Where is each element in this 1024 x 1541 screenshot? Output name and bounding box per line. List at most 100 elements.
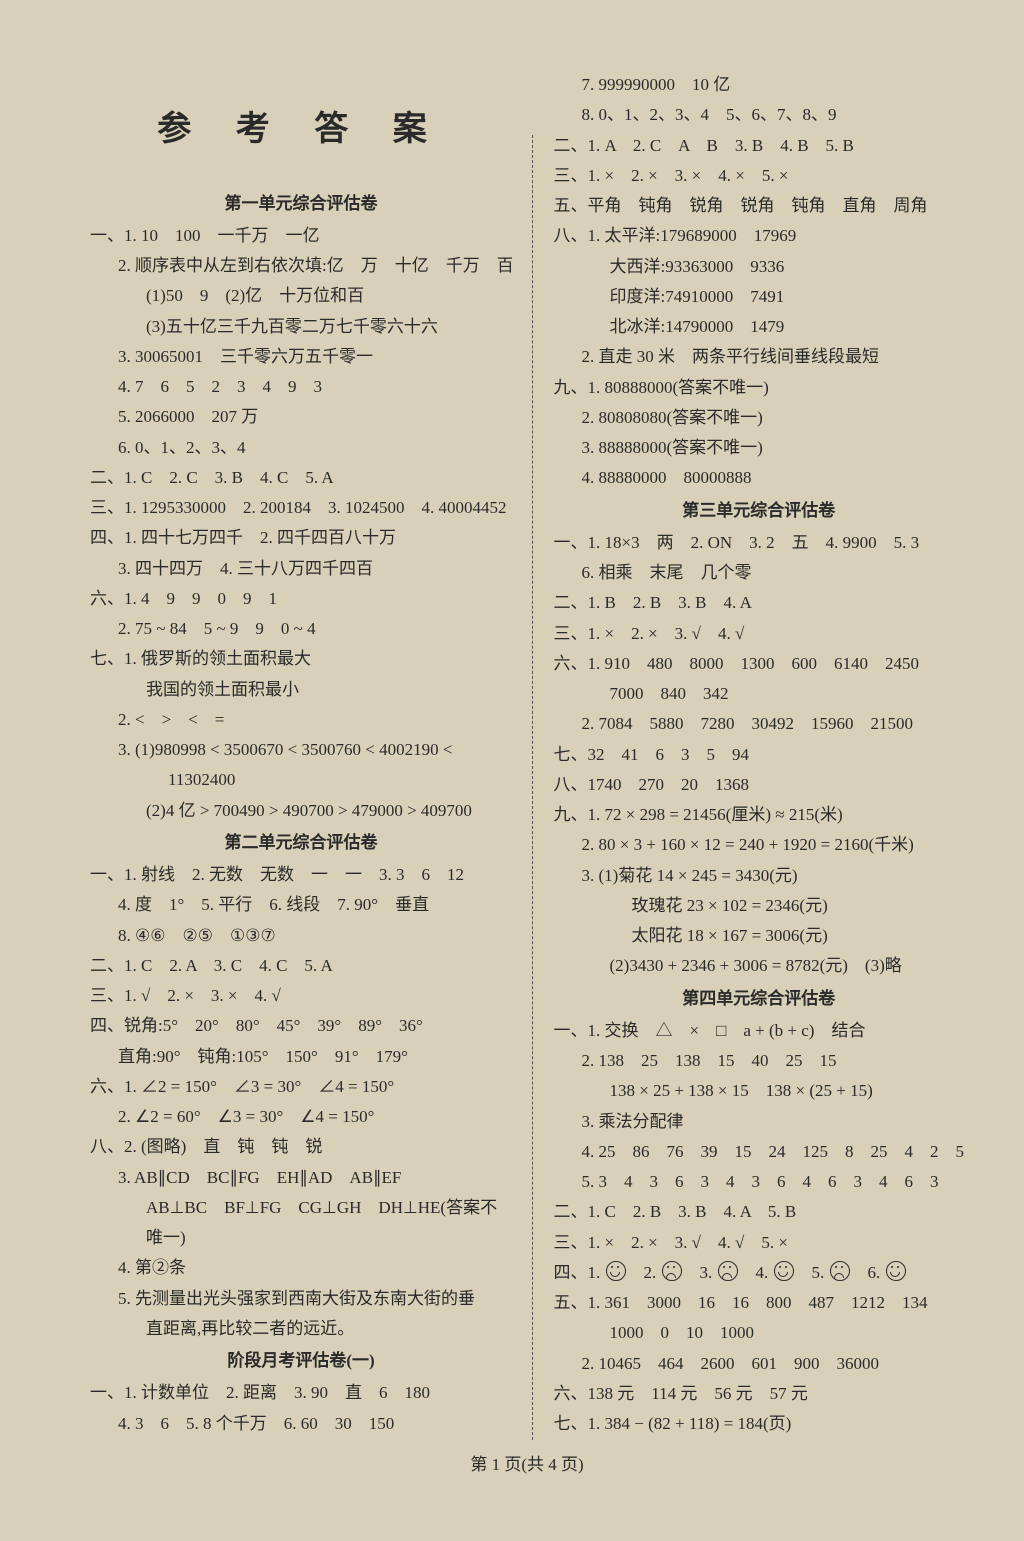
text-line: 三、1. × 2. × 3. × 4. × 5. × — [554, 161, 965, 191]
text-line: 一、1. 10 100 一千万 一亿 — [90, 221, 512, 251]
text-line: 3. 乘法分配律 — [554, 1107, 965, 1137]
main-title: 参 考 答 案 — [90, 100, 512, 161]
text-line: 八、1740 270 20 1368 — [554, 770, 965, 800]
text-line: 二、1. A 2. C A B 3. B 4. B 5. B — [554, 131, 965, 161]
text-line: 7. 999990000 10 亿 — [554, 70, 965, 100]
text-line: 4. 第②条 — [90, 1253, 512, 1283]
text-line: 五、1. 361 3000 16 16 800 487 1212 134 — [554, 1288, 965, 1318]
text-line: 5. 3 4 3 6 3 4 3 6 4 6 3 4 6 3 — [554, 1167, 965, 1197]
text-line: (3)五十亿三千九百零二万七千零六十六 — [90, 312, 512, 342]
faces-container: 2. 3. 4. 5. 6. — [605, 1263, 907, 1282]
sad-face-icon — [718, 1261, 738, 1281]
text-line: 一、1. 射线 2. 无数 无数 一 一 3. 3 6 12 — [90, 860, 512, 890]
faces-line: 四、1. 2. 3. 4. 5. 6. — [554, 1258, 965, 1288]
text-line: 直角:90° 钝角:105° 150° 91° 179° — [90, 1042, 512, 1072]
text-line: 2. 7084 5880 7280 30492 15960 21500 — [554, 709, 965, 739]
text-line: 三、1. √ 2. × 3. × 4. √ — [90, 981, 512, 1011]
text-line: 138 × 25 + 138 × 15 138 × (25 + 15) — [554, 1076, 965, 1106]
text-line: 2. 顺序表中从左到右依次填:亿 万 十亿 千万 百 — [90, 251, 512, 281]
text-line: 6. 相乘 末尾 几个零 — [554, 558, 965, 588]
text-line: (2)4 亿 > 700490 > 490700 > 479000 > 4097… — [90, 796, 512, 826]
text-line: 2. ∠2 = 60° ∠3 = 30° ∠4 = 150° — [90, 1102, 512, 1132]
text-line: 3. AB∥CD BC∥FG EH∥AD AB∥EF — [90, 1163, 512, 1193]
text-line: 九、1. 80888000(答案不唯一) — [554, 373, 965, 403]
two-column-layout: 参 考 答 案 第一单元综合评估卷 一、1. 10 100 一千万 一亿 2. … — [90, 70, 964, 1440]
text-line: 2. 直走 30 米 两条平行线间垂线段最短 — [554, 342, 965, 372]
text-line: AB⊥BC BF⊥FG CG⊥GH DH⊥HE(答案不 — [90, 1193, 512, 1223]
column-divider — [532, 135, 534, 1440]
sad-face-icon — [830, 1261, 850, 1281]
text-line: 1000 0 10 1000 — [554, 1318, 965, 1348]
text-line: 二、1. B 2. B 3. B 4. A — [554, 588, 965, 618]
face-number: 4. — [739, 1263, 773, 1282]
text-line: 4. 度 1° 5. 平行 6. 线段 7. 90° 垂直 — [90, 890, 512, 920]
text-line: 三、1. 1295330000 2. 200184 3. 1024500 4. … — [90, 493, 512, 523]
text-line: 九、1. 72 × 298 = 21456(厘米) ≈ 215(米) — [554, 800, 965, 830]
face-number: 2. — [627, 1263, 661, 1282]
text-line: 2. 80 × 3 + 160 × 12 = 240 + 1920 = 2160… — [554, 830, 965, 860]
section-title-unit3: 第三单元综合评估卷 — [554, 496, 965, 526]
faces-label: 四、1. — [554, 1263, 601, 1282]
text-line: 二、1. C 2. A 3. C 4. C 5. A — [90, 951, 512, 981]
text-line: (1)50 9 (2)亿 十万位和百 — [90, 281, 512, 311]
text-line: 六、1. 4 9 9 0 9 1 — [90, 584, 512, 614]
text-line: 5. 先测量出光头强家到西南大街及东南大街的垂 — [90, 1284, 512, 1314]
text-line: 四、锐角:5° 20° 80° 45° 39° 89° 36° — [90, 1011, 512, 1041]
text-line: 五、平角 钝角 锐角 锐角 钝角 直角 周角 — [554, 191, 965, 221]
text-line: 3. 四十四万 4. 三十八万四千四百 — [90, 554, 512, 584]
section-title-unit4: 第四单元综合评估卷 — [554, 984, 965, 1014]
text-line: 二、1. C 2. B 3. B 4. A 5. B — [554, 1197, 965, 1227]
text-line: 六、138 元 114 元 56 元 57 元 — [554, 1379, 965, 1409]
text-line: 8. 0、1、2、3、4 5、6、7、8、9 — [554, 100, 965, 130]
text-line: 太阳花 18 × 167 = 3006(元) — [554, 921, 965, 951]
text-line: 4. 3 6 5. 8 个千万 6. 60 30 150 — [90, 1409, 512, 1439]
text-line: 唯一) — [90, 1223, 512, 1253]
face-number: 3. — [683, 1263, 717, 1282]
text-line: 4. 25 86 76 39 15 24 125 8 25 4 2 5 — [554, 1137, 965, 1167]
text-line: 11302400 — [90, 765, 512, 795]
left-column: 参 考 答 案 第一单元综合评估卷 一、1. 10 100 一千万 一亿 2. … — [90, 70, 512, 1440]
text-line: 玫瑰花 23 × 102 = 2346(元) — [554, 891, 965, 921]
text-line: 一、1. 计数单位 2. 距离 3. 90 直 6 180 — [90, 1378, 512, 1408]
text-line: 2. 80808080(答案不唯一) — [554, 403, 965, 433]
text-line: 四、1. 四十七万四千 2. 四千四百八十万 — [90, 523, 512, 553]
text-line: 4. 7 6 5 2 3 4 9 3 — [90, 372, 512, 402]
text-line: 三、1. × 2. × 3. √ 4. √ 5. × — [554, 1228, 965, 1258]
text-line: 3. 88888000(答案不唯一) — [554, 433, 965, 463]
smile-face-icon — [774, 1261, 794, 1281]
text-line: 2. < > < = — [90, 705, 512, 735]
section-title-unit2: 第二单元综合评估卷 — [90, 828, 512, 858]
text-line: 八、2. (图略) 直 钝 钝 锐 — [90, 1132, 512, 1162]
text-line: 北冰洋:14790000 1479 — [554, 312, 965, 342]
page-footer: 第 1 页(共 4 页) — [90, 1450, 964, 1475]
text-line: 6. 0、1、2、3、4 — [90, 433, 512, 463]
text-line: 2. 10465 464 2600 601 900 36000 — [554, 1349, 965, 1379]
text-line: 大西洋:93363000 9336 — [554, 252, 965, 282]
text-line: 八、1. 太平洋:179689000 17969 — [554, 221, 965, 251]
text-line: 七、1. 384 − (82 + 118) = 184(页) — [554, 1409, 965, 1439]
text-line: 一、1. 18×3 两 2. ON 3. 2 五 4. 9900 5. 3 — [554, 528, 965, 558]
text-line: 3. 30065001 三千零六万五千零一 — [90, 342, 512, 372]
text-line: 三、1. × 2. × 3. √ 4. √ — [554, 619, 965, 649]
sad-face-icon — [662, 1261, 682, 1281]
text-line: 六、1. 910 480 8000 1300 600 6140 2450 — [554, 649, 965, 679]
right-column: 7. 999990000 10 亿 8. 0、1、2、3、4 5、6、7、8、9… — [554, 70, 965, 1440]
text-line: 直距离,再比较二者的远近。 — [90, 1314, 512, 1344]
section-title-unit1: 第一单元综合评估卷 — [90, 189, 512, 219]
text-line: 7000 840 342 — [554, 679, 965, 709]
text-line: 我国的领土面积最小 — [90, 675, 512, 705]
smile-face-icon — [606, 1261, 626, 1281]
text-line: 4. 88880000 80000888 — [554, 463, 965, 493]
face-number: 6. — [851, 1263, 885, 1282]
smile-face-icon — [886, 1261, 906, 1281]
text-line: 3. (1)菊花 14 × 245 = 3430(元) — [554, 861, 965, 891]
text-line: 5. 2066000 207 万 — [90, 402, 512, 432]
text-line: 3. (1)980998 < 3500670 < 3500760 < 40021… — [90, 735, 512, 765]
text-line: 一、1. 交换 △ × □ a + (b + c) 结合 — [554, 1016, 965, 1046]
text-line: 8. ④⑥ ②⑤ ①③⑦ — [90, 921, 512, 951]
text-line: 七、32 41 6 3 5 94 — [554, 740, 965, 770]
text-line: 七、1. 俄罗斯的领土面积最大 — [90, 644, 512, 674]
text-line: 六、1. ∠2 = 150° ∠3 = 30° ∠4 = 150° — [90, 1072, 512, 1102]
section-title-midterm1: 阶段月考评估卷(一) — [90, 1346, 512, 1376]
face-number: 5. — [795, 1263, 829, 1282]
